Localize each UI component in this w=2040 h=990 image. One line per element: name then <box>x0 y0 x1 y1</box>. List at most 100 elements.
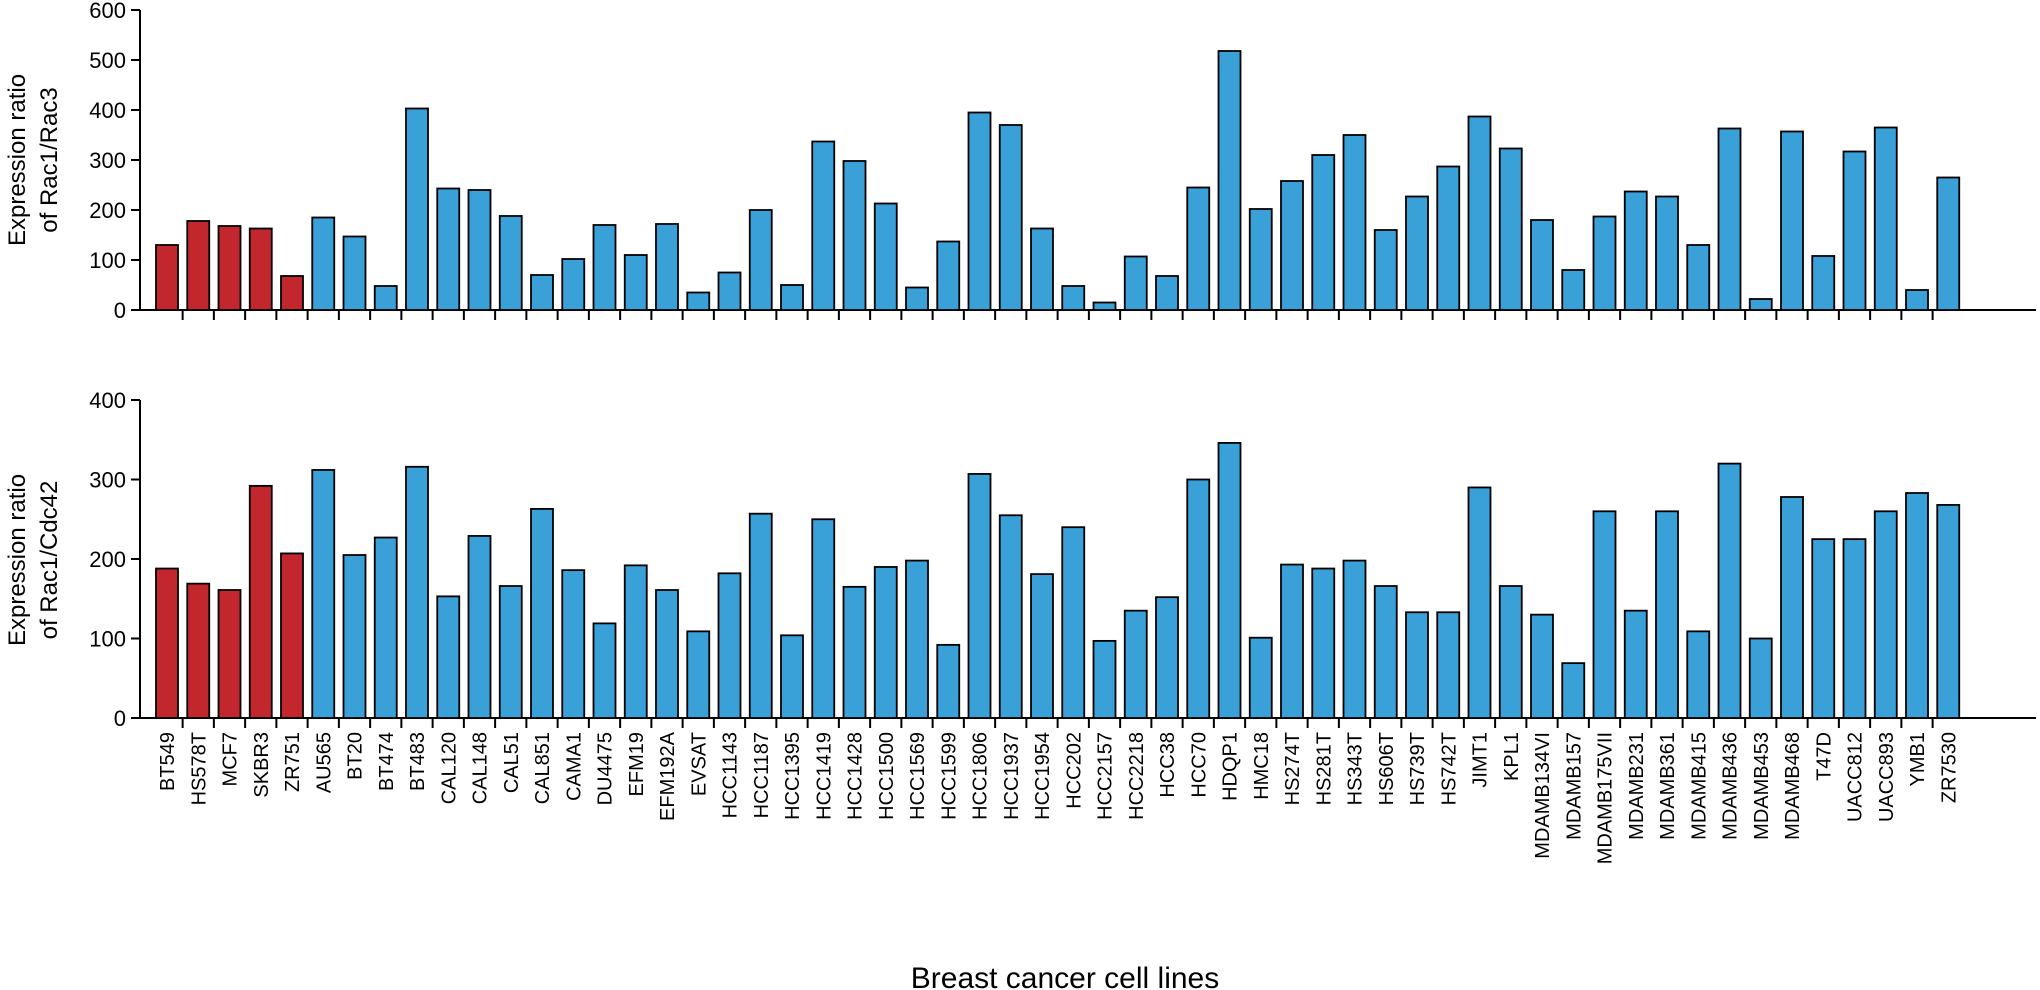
bar-bt549 <box>155 244 179 311</box>
bar-du4475 <box>592 224 617 311</box>
bar-mdamb415 <box>1686 630 1711 719</box>
category-label-efm192a: EFM192A <box>657 731 679 821</box>
category-label-uacc893: UACC893 <box>1876 732 1898 822</box>
category-label-mdamb453: MDAMB453 <box>1751 732 1773 840</box>
category-label-hcc1937: HCC1937 <box>1001 732 1023 820</box>
bar-hcc38 <box>1155 596 1179 719</box>
bar-mcf7 <box>217 225 242 311</box>
bar-hcc1954 <box>1030 573 1054 719</box>
category-label-mdamb157: MDAMB157 <box>1563 732 1585 840</box>
bar-hs274t <box>1280 563 1304 719</box>
category-label-evsat: EVSAT <box>688 732 710 796</box>
bar-cal51 <box>498 585 523 719</box>
bar-au565 <box>311 469 336 719</box>
category-label-hcc38: HCC38 <box>1157 732 1179 798</box>
bar-mdamb157 <box>1561 269 1586 311</box>
bar-mdamb436 <box>1717 462 1742 719</box>
y-tick-label: 100 <box>89 627 126 652</box>
bar-hcc1599 <box>936 643 961 719</box>
category-label-hcc1599: HCC1599 <box>938 732 960 820</box>
category-label-t47d: T47D <box>1813 732 1835 781</box>
y-axis-title-line1: Expression ratio <box>4 474 31 646</box>
y-tick-label: 300 <box>89 148 126 173</box>
bar-ymb1 <box>1905 289 1929 311</box>
bar-hcc1954 <box>1030 227 1054 311</box>
category-label-mcf7: MCF7 <box>220 732 242 786</box>
bar-evsat <box>686 630 711 719</box>
category-label-hs281t: HS281T <box>1313 732 1335 805</box>
category-label-hcc1954: HCC1954 <box>1032 732 1054 820</box>
bar-hs606t <box>1373 229 1398 311</box>
bar-hcc38 <box>1155 275 1179 311</box>
category-label-hcc1395: HCC1395 <box>782 732 804 820</box>
bar-hs742t <box>1436 165 1461 311</box>
bar-hcc1937 <box>998 514 1023 719</box>
bar-hcc1187 <box>748 209 773 311</box>
bar-cal851 <box>530 508 554 719</box>
y-tick-label: 600 <box>89 0 126 23</box>
category-label-mdamb175vii: MDAMB175VII <box>1595 732 1617 864</box>
bar-hcc1500 <box>873 202 898 311</box>
category-label-hs578t: HS578T <box>188 732 210 805</box>
bar-cal51 <box>498 215 523 311</box>
y-axis-title-line2: of Rac1/Rac3 <box>36 87 63 232</box>
bar-ymb1 <box>1905 492 1929 719</box>
bar-t47d <box>1811 538 1836 719</box>
bar-mdamb134vi <box>1530 219 1554 311</box>
bar-hcc1806 <box>967 473 992 719</box>
bar-hcc202 <box>1061 285 1086 311</box>
bar-hcc202 <box>1061 526 1086 719</box>
category-label-ymb1: YMB1 <box>1907 732 1929 786</box>
bar-bt474 <box>373 536 398 719</box>
bar-zr7530 <box>1936 176 1961 311</box>
category-label-hcc202: HCC202 <box>1063 732 1085 809</box>
category-label-hcc2218: HCC2218 <box>1126 732 1148 820</box>
bar-bt483 <box>405 107 429 311</box>
bar-mdamb231 <box>1623 190 1648 311</box>
bar-bt474 <box>373 285 398 311</box>
bar-mdamb134vi <box>1530 613 1554 719</box>
bar-hs739t <box>1405 611 1429 719</box>
bar-au565 <box>311 216 336 311</box>
category-label-au565: AU565 <box>313 732 335 793</box>
category-label-hcc1500: HCC1500 <box>876 732 898 820</box>
bar-cama1 <box>561 569 586 719</box>
bar-cal120 <box>436 187 461 311</box>
bar-uacc812 <box>1842 538 1867 719</box>
y-tick-label: 100 <box>89 248 126 273</box>
bar-hcc1419 <box>811 140 836 311</box>
bar-hcc70 <box>1186 186 1211 311</box>
bar-zr7530 <box>1936 504 1961 719</box>
category-label-hs739t: HS739T <box>1407 732 1429 805</box>
bar-hdqp1 <box>1217 442 1242 719</box>
bar-bt549 <box>155 567 179 719</box>
bar-mdamb453 <box>1748 637 1773 719</box>
bar-skbr3 <box>248 484 273 719</box>
category-label-hcc1143: HCC1143 <box>720 732 742 818</box>
category-label-hs274t: HS274T <box>1282 732 1304 805</box>
category-label-hcc1187: HCC1187 <box>751 732 773 818</box>
category-label-hcc70: HCC70 <box>1188 732 1210 798</box>
bar-zr751 <box>280 552 304 719</box>
bar-uacc812 <box>1842 150 1867 311</box>
category-label-hcc1569: HCC1569 <box>907 732 929 820</box>
bar-efm19 <box>623 254 648 311</box>
bar-uacc893 <box>1873 510 1898 719</box>
category-label-efm19: EFM19 <box>626 732 648 796</box>
category-label-hcc1806: HCC1806 <box>970 732 992 820</box>
category-label-hdqp1: HDQP1 <box>1220 732 1242 801</box>
bar-hcc2157 <box>1092 639 1117 719</box>
bar-mdamb231 <box>1623 609 1648 719</box>
bar-efm192a <box>655 589 679 719</box>
bar-zr751 <box>280 275 304 311</box>
category-label-hs606t: HS606T <box>1376 732 1398 805</box>
y-tick-label: 0 <box>114 706 126 731</box>
bar-bt20 <box>342 235 367 311</box>
bar-efm19 <box>623 564 648 719</box>
bar-hcc1395 <box>780 634 804 719</box>
category-label-mdamb134vi: MDAMB134VI <box>1532 732 1554 859</box>
category-label-skbr3: SKBR3 <box>251 732 273 798</box>
category-label-hcc1419: HCC1419 <box>813 732 835 820</box>
category-label-hmc18: HMC18 <box>1251 732 1273 800</box>
bar-hs343t <box>1342 134 1367 311</box>
